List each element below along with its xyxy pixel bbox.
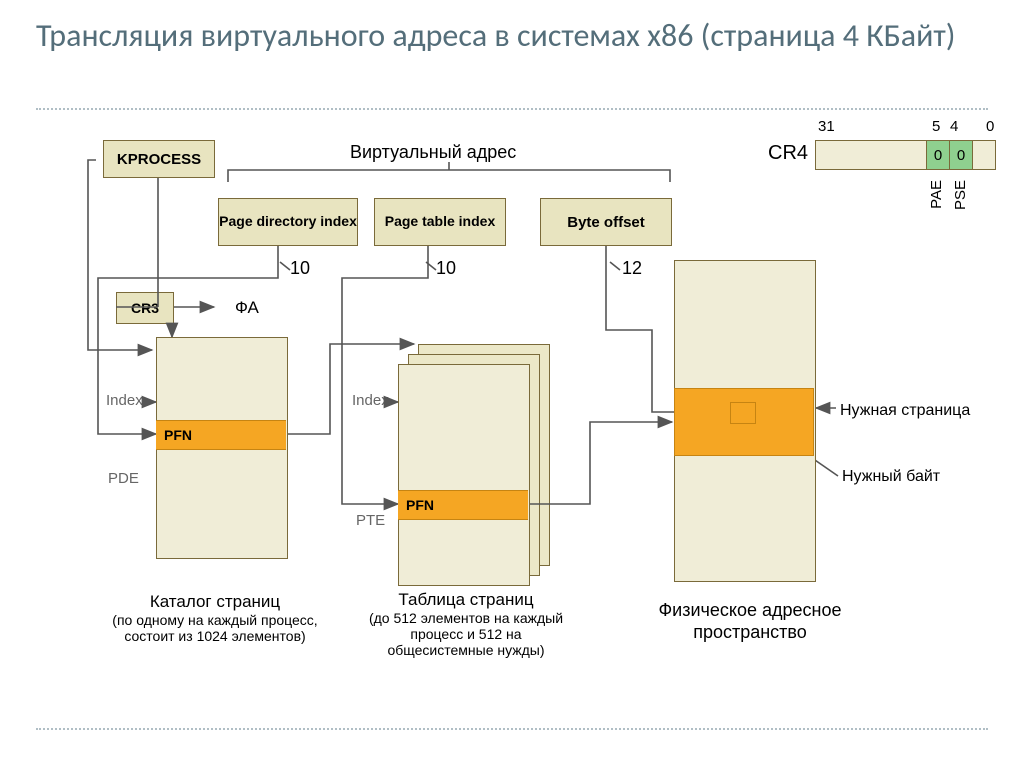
needed-byte-label: Нужный байт (842, 468, 940, 486)
needed-page-label: Нужная страница (840, 402, 970, 420)
virtual-address-label: Виртуальный адрес (350, 142, 516, 163)
diagram-canvas: KPROCESS Виртуальный адрес Page director… (0, 112, 1024, 732)
cr4-pse-flag: PSE (952, 180, 969, 210)
bits-off: 12 (622, 258, 642, 279)
cr4-register-bar: 0 0 (815, 140, 996, 170)
target-byte-square (730, 402, 756, 424)
page-table-caption: Таблица страниц (до 512 элементов на каж… (356, 590, 576, 658)
page-table-block (398, 364, 530, 586)
kprocess-box: KPROCESS (103, 140, 215, 178)
cr4-seg-pse: 0 (950, 141, 973, 169)
cr4-tick-0: 0 (986, 118, 994, 135)
pfn-band-pte: PFN (398, 490, 528, 520)
cr3-box: CR3 (116, 292, 174, 324)
pde-label: PDE (108, 470, 139, 487)
caption-title: Каталог страниц (100, 592, 330, 612)
pte-label: PTE (356, 512, 385, 529)
page-directory-caption: Каталог страниц (по одному на каждый про… (100, 592, 330, 644)
cr4-tick-5: 5 (932, 118, 940, 135)
cr4-seg-main (816, 141, 927, 169)
bits-pdi: 10 (290, 258, 310, 279)
page-title: Трансляция виртуального адреса в система… (0, 0, 1024, 63)
divider-top (36, 108, 988, 110)
caption-sub: (по одному на каждый процесс, состоит из… (100, 612, 330, 644)
cr4-pae-flag: PAE (928, 180, 945, 209)
index-label-2: Index (352, 392, 389, 409)
caption-sub: (до 512 элементов на каждый процесс и 51… (356, 610, 576, 658)
page-directory-index-box: Page directory index (218, 198, 358, 246)
pfn-band-pde: PFN (156, 420, 286, 450)
cr4-seg-low (973, 141, 995, 169)
caption-title: Таблица страниц (356, 590, 576, 610)
bits-pti: 10 (436, 258, 456, 279)
physical-caption: Физическое адресное пространство (640, 600, 860, 643)
cr3-note-label: ФА (235, 298, 259, 318)
cr4-seg-pae: 0 (927, 141, 950, 169)
page-table-index-box: Page table index (374, 198, 506, 246)
cr4-label: CR4 (768, 142, 808, 165)
index-label-1: Index (106, 392, 143, 409)
byte-offset-box: Byte offset (540, 198, 672, 246)
cr4-tick-31: 31 (818, 118, 835, 135)
cr4-tick-4: 4 (950, 118, 958, 135)
